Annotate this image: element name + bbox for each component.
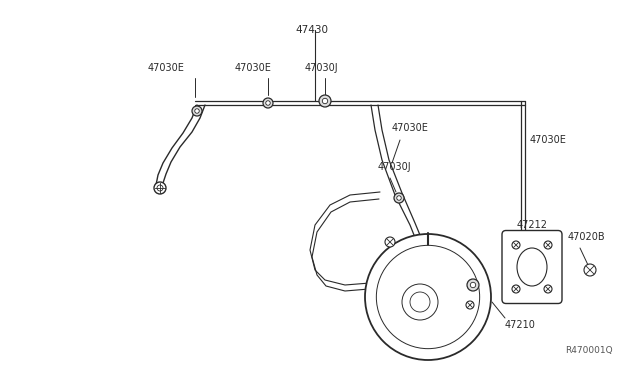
Circle shape — [470, 282, 476, 288]
Text: 47030J: 47030J — [378, 162, 412, 172]
Circle shape — [385, 237, 395, 247]
Text: 47212: 47212 — [517, 220, 548, 230]
Circle shape — [365, 234, 491, 360]
Circle shape — [154, 182, 166, 194]
Text: 47030J: 47030J — [305, 63, 339, 73]
Text: 47020B: 47020B — [568, 232, 605, 242]
Text: 47210: 47210 — [505, 320, 536, 330]
Circle shape — [263, 98, 273, 108]
Text: 47030E: 47030E — [530, 135, 567, 145]
FancyBboxPatch shape — [502, 231, 562, 304]
Text: 47030E: 47030E — [392, 123, 429, 133]
Circle shape — [394, 193, 404, 203]
Circle shape — [512, 241, 520, 249]
Circle shape — [584, 264, 596, 276]
Circle shape — [402, 284, 438, 320]
Text: R470001Q: R470001Q — [565, 346, 612, 355]
Circle shape — [466, 301, 474, 309]
Circle shape — [192, 106, 202, 116]
Circle shape — [512, 285, 520, 293]
Circle shape — [376, 246, 479, 349]
Circle shape — [195, 109, 199, 113]
Circle shape — [157, 185, 163, 191]
Circle shape — [544, 285, 552, 293]
Circle shape — [410, 292, 430, 312]
Text: 47030E: 47030E — [148, 63, 185, 73]
Circle shape — [323, 98, 328, 104]
Circle shape — [544, 241, 552, 249]
Text: 47030E: 47030E — [235, 63, 272, 73]
Circle shape — [397, 196, 401, 200]
Text: 47430: 47430 — [295, 25, 328, 35]
Ellipse shape — [517, 248, 547, 286]
Circle shape — [467, 279, 479, 291]
Circle shape — [266, 101, 270, 105]
Circle shape — [319, 95, 331, 107]
